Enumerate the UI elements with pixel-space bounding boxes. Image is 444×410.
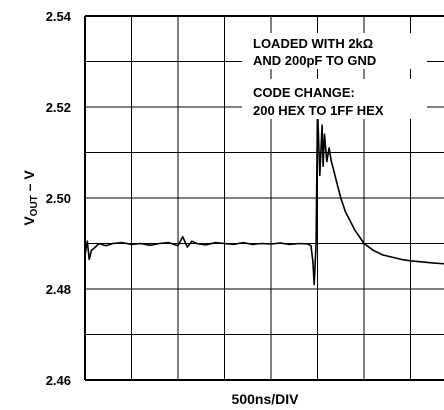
y-axis-label-tail: – V [21, 170, 37, 196]
y-axis-label-sub: OUT [29, 195, 40, 216]
annotation-2-line1: CODE CHANGE: [253, 85, 355, 100]
annotation-1-line2: AND 200pF TO GND [253, 53, 376, 68]
series-line [84, 106, 444, 286]
y-tick-label: 2.46 [46, 373, 71, 388]
y-tick-labels: 2.46 2.48 2.50 2.52 2.54 [46, 9, 72, 388]
y-axis-label: VOUT – V [21, 170, 40, 226]
series-group [84, 106, 444, 286]
y-tick-label: 2.54 [46, 9, 72, 24]
y-tick-label: 2.48 [46, 282, 71, 297]
y-tick-label: 2.52 [46, 100, 71, 115]
grid [85, 16, 444, 380]
annotation-box-2 [242, 79, 427, 119]
y-axis-label-main: V [21, 216, 37, 226]
x-axis-label: 500ns/DIV [232, 391, 300, 407]
annotation-box-1 [242, 33, 427, 69]
annotation-1-line1: LOADED WITH 2kΩ [253, 36, 373, 51]
y-tick-label: 2.50 [46, 191, 71, 206]
annotation-2-line2: 200 HEX TO 1FF HEX [253, 103, 384, 118]
